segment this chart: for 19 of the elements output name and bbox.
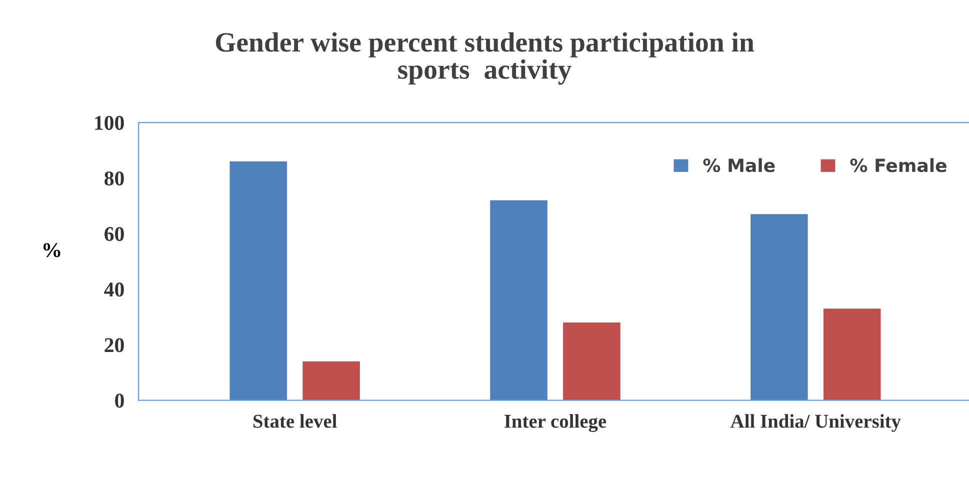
y-tick-label: 80 — [104, 171, 124, 186]
chart-title: Gender wise percent students participation in sports activity — [216, 32, 754, 85]
legend-label: % Male — [703, 158, 775, 172]
legend-label: % Female — [850, 158, 946, 172]
x-tick-label: Inter college — [504, 414, 606, 432]
y-tick-label: 40 — [104, 282, 124, 297]
y-tick-label: 0 — [115, 394, 124, 408]
bar — [823, 308, 881, 400]
y-axis-title: % — [43, 243, 60, 258]
x-tick-label: All India/ University — [730, 414, 901, 432]
bar — [230, 161, 288, 400]
x-tick-label: State level — [253, 414, 337, 428]
bar — [563, 322, 620, 400]
bar — [490, 200, 548, 400]
y-tick-label: 100 — [95, 116, 124, 130]
bar — [750, 214, 808, 400]
y-tick-label: 60 — [104, 226, 124, 242]
y-tick-label: 20 — [104, 338, 124, 352]
bar — [302, 361, 360, 400]
